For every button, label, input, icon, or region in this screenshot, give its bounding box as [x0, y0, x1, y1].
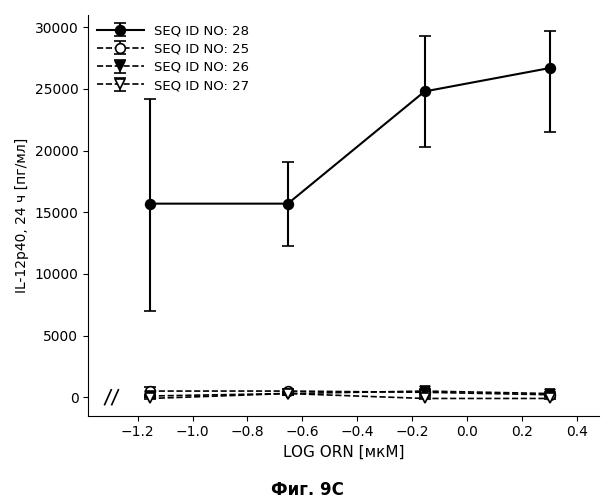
- Y-axis label: IL-12p40, 24 ч [пг/мл]: IL-12p40, 24 ч [пг/мл]: [15, 138, 29, 293]
- Text: Фиг. 9C: Фиг. 9C: [271, 481, 343, 499]
- Legend: SEQ ID NO: 28, SEQ ID NO: 25, SEQ ID NO: 26, SEQ ID NO: 27: SEQ ID NO: 28, SEQ ID NO: 25, SEQ ID NO:…: [92, 19, 255, 98]
- X-axis label: LOG ORN [мкМ]: LOG ORN [мкМ]: [283, 445, 405, 460]
